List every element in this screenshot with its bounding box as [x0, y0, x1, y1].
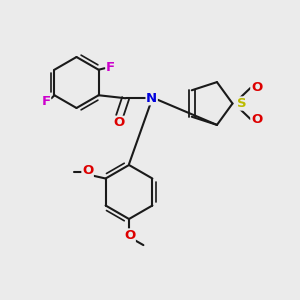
Text: O: O — [251, 113, 262, 126]
Text: O: O — [251, 81, 262, 94]
Text: N: N — [146, 92, 157, 105]
Text: S: S — [237, 97, 246, 110]
Text: O: O — [124, 229, 135, 242]
Text: O: O — [113, 116, 124, 129]
Text: F: F — [41, 95, 51, 108]
Text: F: F — [106, 61, 115, 74]
Text: O: O — [82, 164, 93, 178]
